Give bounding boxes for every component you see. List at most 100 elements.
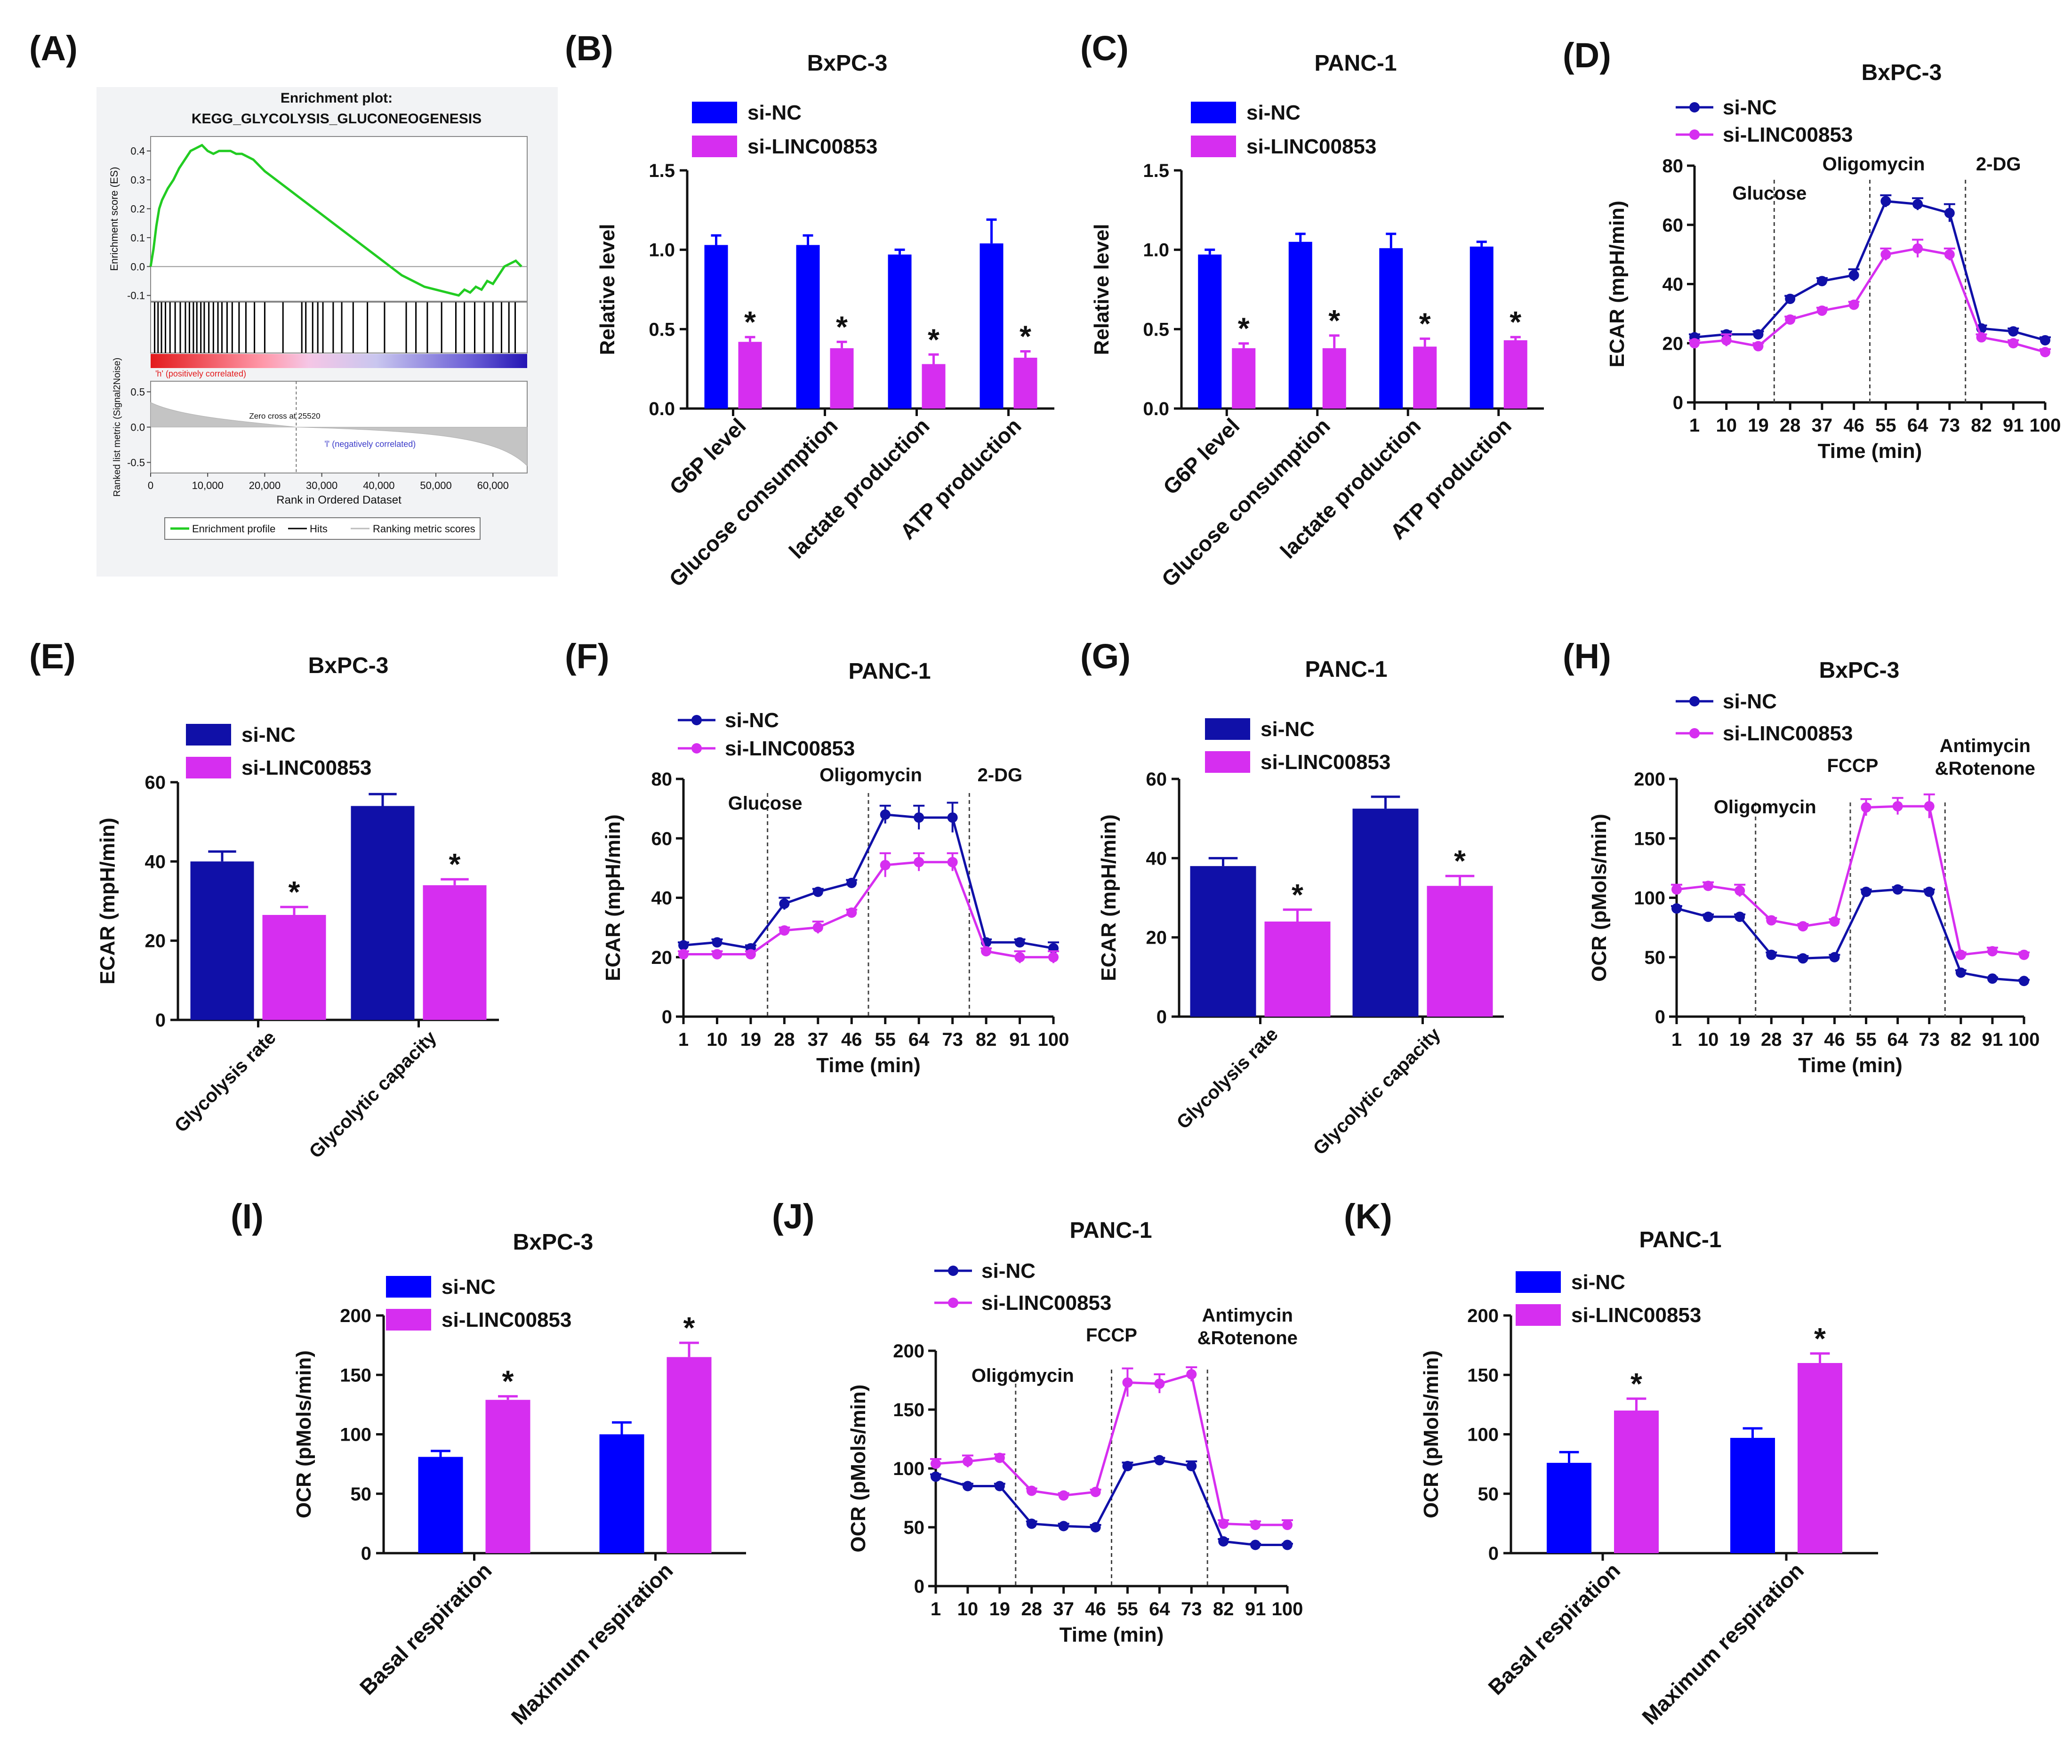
x-tick-label: 100 <box>1272 1599 1303 1620</box>
data-point <box>1987 973 1998 984</box>
significance-mark: * <box>502 1364 514 1398</box>
series-line <box>935 1459 1287 1546</box>
es-frame <box>150 136 528 302</box>
y-tick-label: 60 <box>651 828 673 849</box>
y-tick-label: 100 <box>1634 888 1665 909</box>
significance-mark: * <box>1454 844 1466 878</box>
y-axis-label: ECAR (mpH/min) <box>96 818 119 984</box>
x-tick-label: 37 <box>1792 1029 1814 1050</box>
x-tick-label: 10 <box>957 1599 979 1620</box>
injection-label: Oligomycin <box>972 1365 1074 1386</box>
significance-mark: * <box>1510 305 1521 339</box>
y-axis-label: Relative level <box>1090 224 1113 355</box>
legend-marker <box>1689 728 1700 738</box>
panel-letter: (F) <box>565 637 610 676</box>
legend-label: si-LINC00853 <box>725 737 855 760</box>
injection-label: Oligomycin <box>1823 154 1925 175</box>
data-point <box>2019 949 2029 960</box>
x-axis-label: Time (min) <box>816 1054 921 1077</box>
x-tick-label: 73 <box>1181 1599 1202 1620</box>
bar <box>1614 1411 1659 1553</box>
y-axis-label: ECAR (mpH/min) <box>1606 200 1629 367</box>
gsea-legend-box <box>164 517 481 540</box>
injection-label: Oligomycin <box>1714 797 1816 818</box>
y-tick-label: 60 <box>145 772 166 793</box>
legend-label: si-LINC00853 <box>1723 722 1853 745</box>
bar <box>351 806 415 1020</box>
data-point <box>846 877 857 888</box>
x-tick-label: 64 <box>1907 415 1928 436</box>
data-point <box>1218 1536 1229 1547</box>
series-line <box>683 861 1053 959</box>
x-tick-label: 91 <box>1245 1599 1266 1620</box>
data-point <box>812 886 823 897</box>
y-axis-label: ECAR (mpH/min) <box>1097 814 1120 981</box>
x-tick-label: 19 <box>1729 1029 1751 1050</box>
legend-swatch <box>386 1276 431 1298</box>
data-point <box>1058 1490 1069 1501</box>
rank-axis-label: Rank in Ordered Dataset <box>276 494 402 506</box>
legend-marker <box>691 743 702 754</box>
y-tick-label: 150 <box>893 1400 924 1420</box>
bar <box>1427 886 1493 1017</box>
negative-correlation-label: 'l' (negatively correlated) <box>324 440 416 449</box>
data-point <box>712 937 723 948</box>
x-tick-label: 100 <box>2008 1029 2040 1050</box>
category-label: Maximum respiration <box>506 1558 678 1729</box>
legend-label: Enrichment profile <box>192 523 275 535</box>
chart-title: PANC-1 <box>1639 1227 1721 1252</box>
legend-label: si-LINC00853 <box>981 1291 1111 1315</box>
data-point <box>1880 196 1891 207</box>
injection-label: 2-DG <box>978 765 1023 786</box>
rank-tick-label: 0 <box>148 480 153 491</box>
data-point <box>1026 1485 1037 1496</box>
category-label: Glucose consumption <box>664 413 842 591</box>
x-tick-label: 82 <box>1213 1599 1234 1620</box>
es-tick-label: -0.1 <box>127 290 145 302</box>
metric-tick-label: -0.5 <box>127 457 145 469</box>
data-point <box>1218 1518 1229 1529</box>
data-point <box>1880 249 1891 260</box>
significance-mark: * <box>836 310 848 344</box>
data-point <box>1671 903 1682 914</box>
data-point <box>914 857 924 867</box>
bar-chart-I: BxPC-3 si-NC si-LINC00853 0 50 100 150 200 OCR (… <box>292 1230 746 1729</box>
x-tick-label: 10 <box>707 1029 728 1050</box>
injection-label: 2-DG <box>1976 154 2021 175</box>
legend-swatch <box>692 136 737 157</box>
bar <box>485 1400 530 1553</box>
bar <box>922 364 946 409</box>
data-point <box>1058 1521 1069 1531</box>
data-point <box>1955 949 1966 960</box>
legend-label: si-NC <box>1723 96 1777 119</box>
y-axis-label: OCR (pMols/min) <box>847 1385 870 1553</box>
gsea-title: Enrichment plot: <box>281 90 393 106</box>
data-point <box>712 949 723 960</box>
significance-mark: * <box>744 305 756 339</box>
bar <box>190 861 254 1020</box>
data-point <box>1944 208 1955 218</box>
x-tick-label: 100 <box>2030 415 2061 436</box>
data-point <box>1282 1520 1293 1530</box>
y-axis-label: Relative level <box>596 224 619 355</box>
y-tick-label: 40 <box>1146 848 1167 869</box>
legend-label: Ranking metric scores <box>373 523 475 535</box>
x-axis-label: Time (min) <box>1060 1623 1164 1646</box>
y-tick-label: 20 <box>651 947 673 968</box>
y-tick-label: 100 <box>893 1459 924 1479</box>
bar <box>1190 866 1256 1017</box>
rank-tick-label: 60,000 <box>477 480 509 491</box>
chart-title: PANC-1 <box>1314 51 1397 76</box>
y-tick-label: 0.5 <box>649 319 675 340</box>
data-point <box>914 812 924 823</box>
bar <box>423 885 487 1020</box>
data-point <box>1766 949 1777 960</box>
x-tick-label: 55 <box>1117 1599 1138 1620</box>
data-point <box>1798 921 1808 932</box>
data-point <box>1912 199 1923 209</box>
data-point <box>1785 293 1796 304</box>
injection-label: FCCP <box>1827 755 1879 776</box>
legend-swatch <box>186 757 231 778</box>
legend-label: si-LINC00853 <box>1571 1304 1701 1327</box>
y-tick-label: 0 <box>155 1010 166 1031</box>
